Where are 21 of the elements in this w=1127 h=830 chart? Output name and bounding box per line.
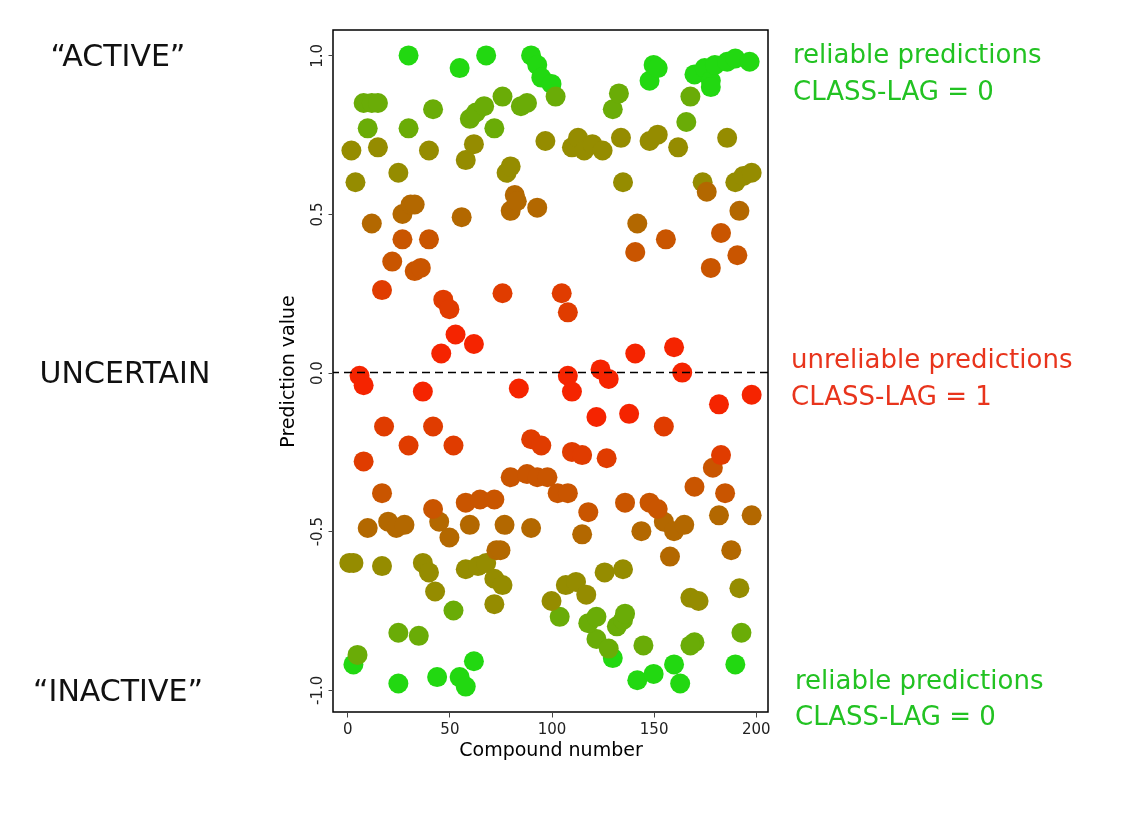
text: reliable predictions: [793, 39, 1042, 69]
text: unreliable predictions: [791, 344, 1073, 374]
x-tick-label: 100: [537, 719, 567, 738]
text: reliable predictions: [795, 665, 1044, 695]
y-axis-title: Prediction value: [275, 295, 298, 448]
text: CLASS-LAG = 0: [793, 76, 994, 106]
y-tick-label: -1.0: [307, 675, 326, 705]
x-axis-title: Compound number: [459, 737, 643, 760]
y-tick-label: 1.0: [307, 43, 326, 68]
text: “INACTIVE”: [33, 673, 203, 708]
text: CLASS-LAG = 0: [795, 701, 996, 731]
x-tick-label: 0: [343, 719, 353, 738]
text: UNCERTAIN: [39, 355, 211, 390]
y-tick-label: 0.5: [307, 202, 326, 227]
x-tick-label: 150: [639, 719, 669, 738]
text: “ACTIVE”: [50, 38, 186, 73]
y-tick-label: 0.0: [307, 361, 326, 386]
text: CLASS-LAG = 1: [791, 381, 992, 411]
x-tick-label: 200: [741, 719, 771, 738]
y-tick-label: -0.5: [307, 517, 326, 547]
x-tick-label: 50: [440, 719, 460, 738]
